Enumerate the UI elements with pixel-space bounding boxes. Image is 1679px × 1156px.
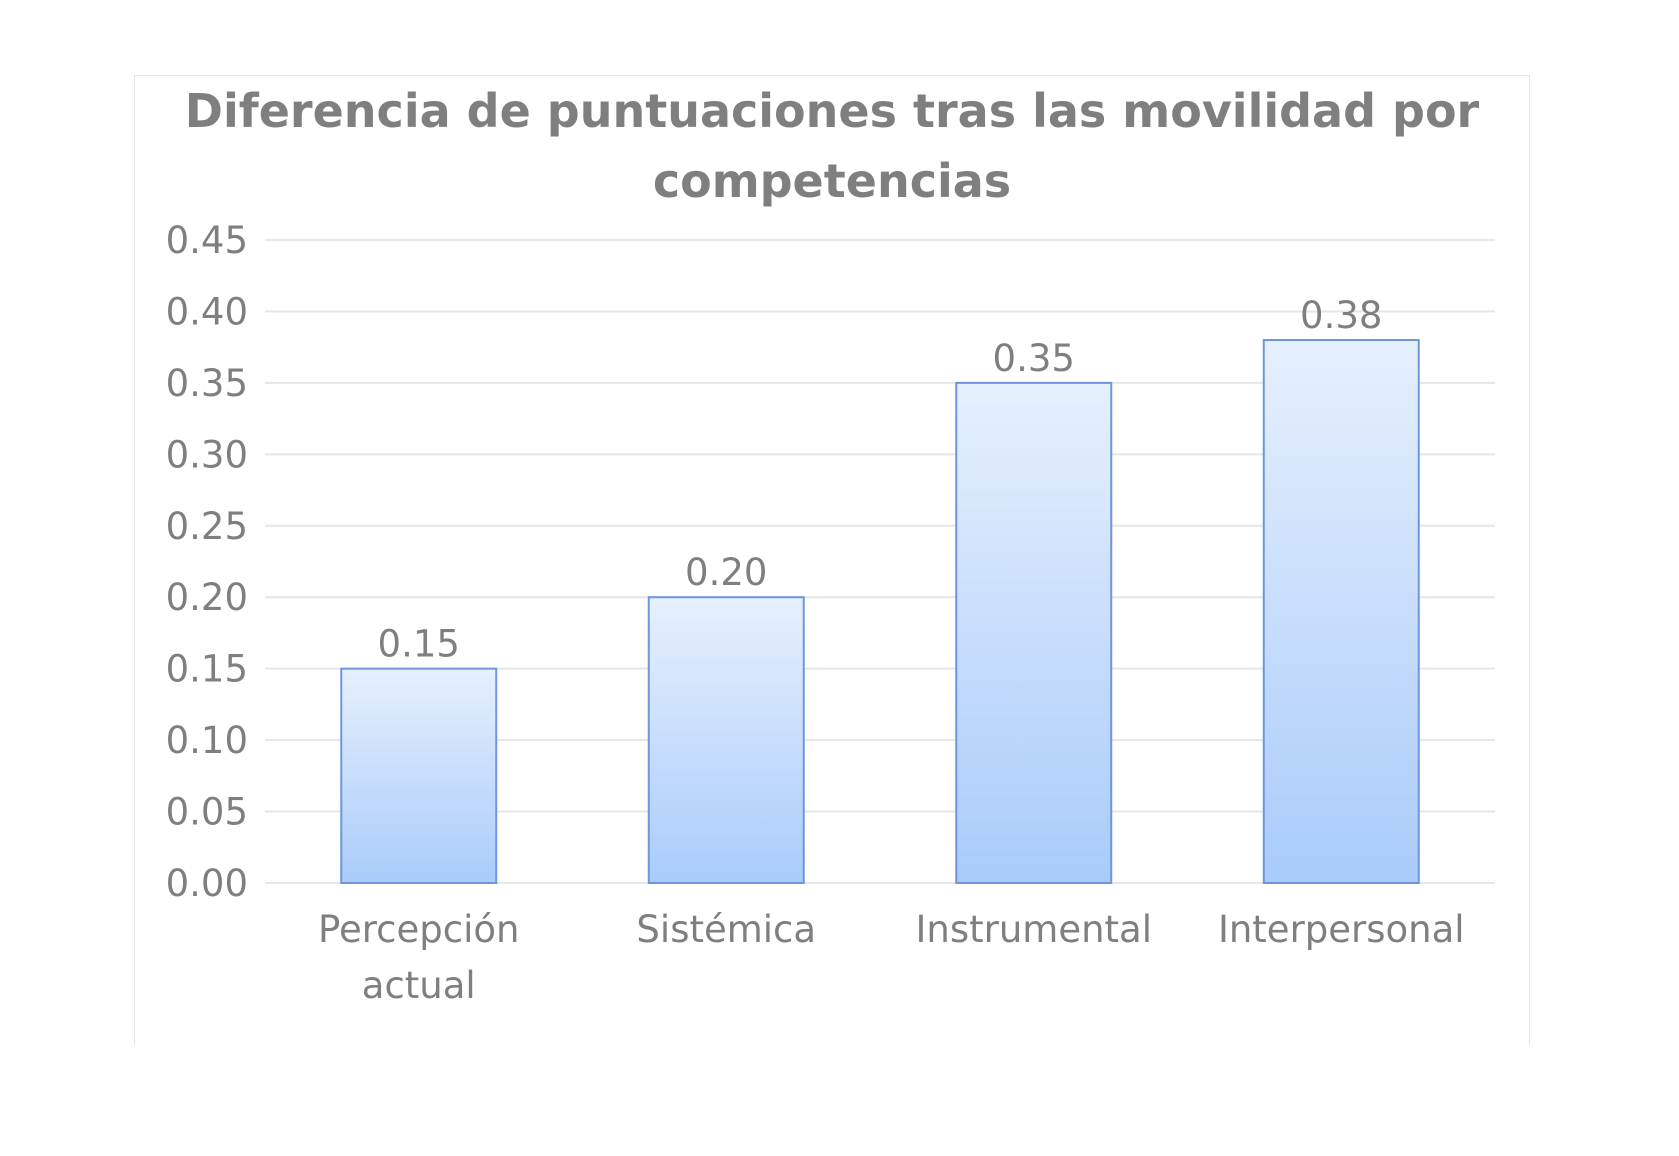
bar: [1262, 339, 1420, 884]
x-category-label: Sistémica: [636, 908, 816, 951]
x-category-label: Instrumental: [915, 908, 1152, 951]
x-category-label: Percepción: [318, 908, 519, 951]
y-tick-label: 0.35: [166, 362, 248, 405]
x-axis-categories: Percepción actual Sistémica Instrumental Int…: [318, 908, 1465, 1007]
data-labels: 0.15 0.20 0.35 0.38: [378, 294, 1383, 666]
data-label: 0.38: [1300, 294, 1382, 337]
chart-frame: [134, 75, 1530, 1045]
y-tick-label: 0.20: [166, 576, 248, 619]
y-tick-label: 0.30: [166, 433, 248, 476]
data-label: 0.35: [993, 337, 1075, 380]
y-axis-ticks: 0.00 0.05 0.10 0.15 0.20 0.25 0.30 0.35 0.40 0.45: [166, 219, 248, 905]
y-tick-label: 0.10: [166, 719, 248, 762]
bar: [955, 381, 1113, 884]
y-tick-label: 0.25: [166, 505, 248, 548]
bars: [340, 339, 1420, 885]
y-tick-label: 0.40: [166, 290, 248, 333]
y-tick-label: 0.15: [166, 648, 248, 691]
data-label: 0.15: [378, 623, 460, 666]
x-category-label: Interpersonal: [1218, 908, 1465, 951]
y-tick-label: 0.05: [166, 791, 248, 834]
y-tick-label: 0.45: [166, 219, 248, 262]
y-tick-label: 0.00: [166, 862, 248, 905]
data-label: 0.20: [685, 551, 767, 594]
x-category-label: actual: [362, 964, 476, 1007]
chart-title: Diferencia de puntuaciones tras las movi…: [184, 84, 1480, 208]
bar: [647, 596, 805, 884]
bar: [340, 667, 498, 885]
